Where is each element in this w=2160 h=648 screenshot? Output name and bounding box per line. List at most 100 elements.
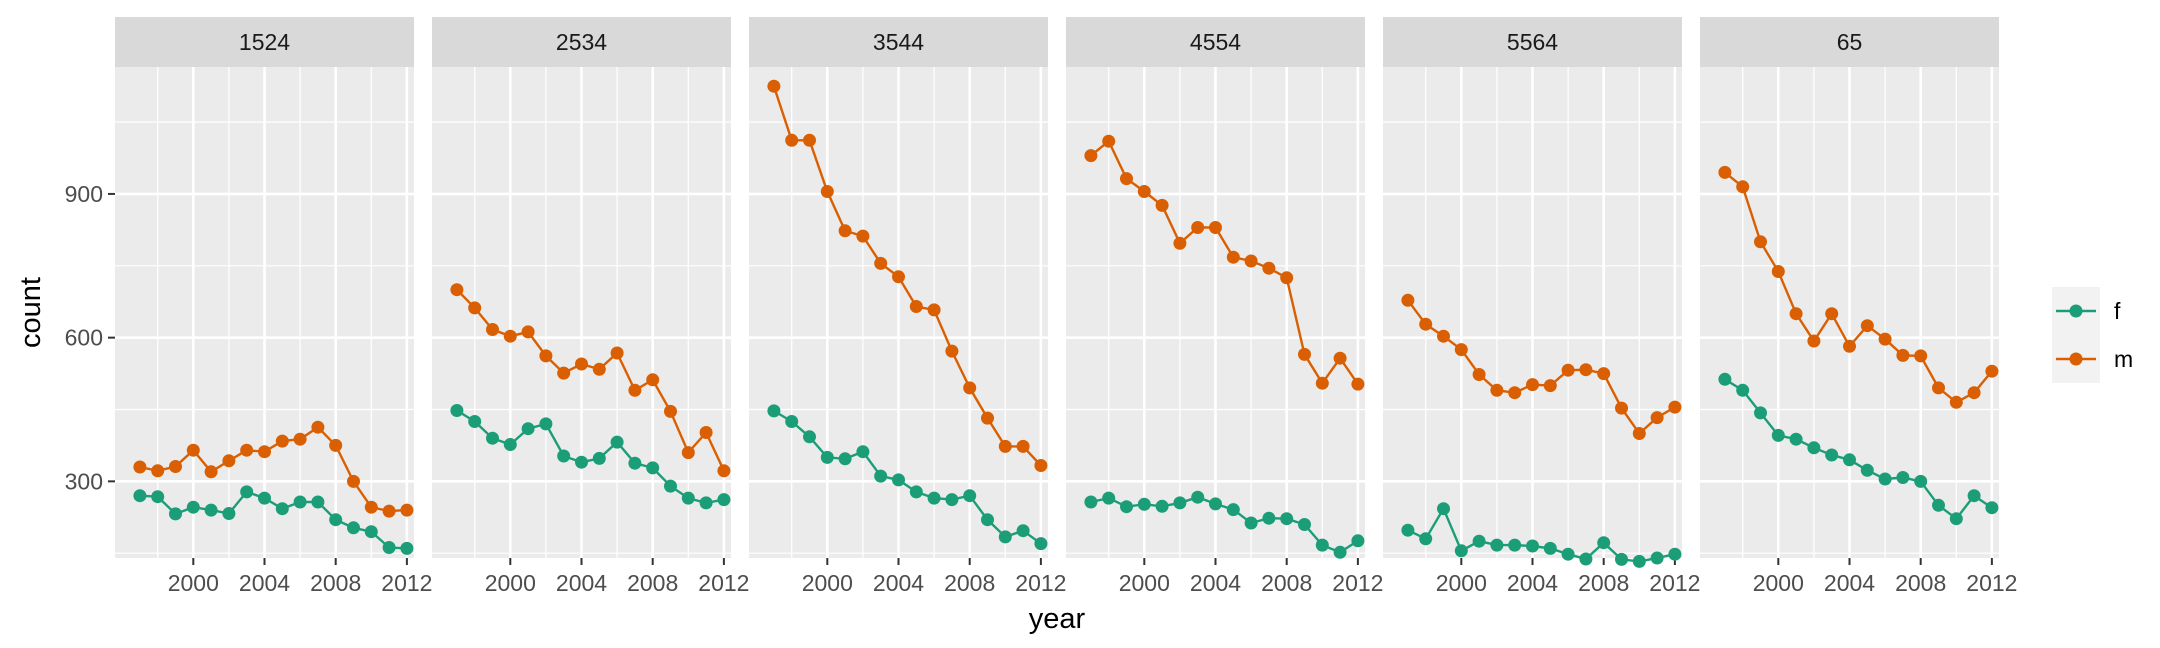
data-point-f	[1490, 538, 1504, 552]
data-point-f	[258, 491, 271, 505]
legend-key-point	[2069, 304, 2083, 318]
data-point-m	[382, 504, 396, 518]
legend-item-f: f	[2052, 287, 2121, 335]
facet-panel-65: 65 2000 2004 2008 2012	[1700, 17, 2017, 596]
y-tick-label: 300	[65, 468, 103, 494]
data-point-f	[1155, 499, 1169, 513]
x-tick-label: 2000	[1436, 570, 1487, 596]
data-point-m	[347, 474, 360, 488]
facet-panel-3544: 3544 2000 2004 2008 2012	[749, 17, 1066, 596]
y-axis-title: count	[15, 277, 47, 348]
data-point-m	[468, 301, 482, 315]
data-point-f	[1597, 536, 1611, 550]
data-point-f	[275, 502, 289, 516]
data-point-m	[856, 229, 870, 243]
data-point-f	[151, 490, 165, 504]
data-point-f	[681, 491, 695, 505]
data-point-m	[998, 439, 1012, 453]
data-point-m	[240, 443, 254, 457]
data-point-m	[1351, 377, 1365, 391]
y-tick-label: 600	[65, 325, 103, 351]
series-line-m	[1090, 139, 1359, 386]
data-point-m	[1914, 349, 1928, 363]
data-point-m	[610, 346, 624, 360]
data-point-f	[293, 495, 307, 509]
series-line-m	[1406, 299, 1676, 436]
data-point-f	[557, 449, 571, 463]
x-tick-label: 2008	[310, 570, 361, 596]
data-point-m	[450, 283, 464, 297]
data-point-m	[169, 460, 182, 473]
data-point-f	[856, 445, 870, 459]
data-point-m	[1034, 459, 1048, 472]
data-point-f	[1419, 532, 1433, 546]
data-point-f	[1333, 545, 1347, 559]
series-line-f	[1724, 378, 1993, 521]
data-point-m	[1878, 332, 1892, 346]
data-point-f	[1789, 432, 1803, 446]
series-line-m	[1724, 171, 1993, 404]
data-point-f	[874, 469, 888, 483]
series-line-m	[456, 288, 725, 472]
data-point-f	[1016, 524, 1030, 538]
data-point-f	[1771, 428, 1785, 442]
data-point-f	[1173, 496, 1187, 510]
data-point-f	[1650, 551, 1664, 565]
data-point-f	[186, 500, 200, 514]
data-point-m	[1454, 343, 1468, 357]
data-point-f	[838, 452, 852, 466]
facet-strip	[1700, 17, 1999, 67]
data-point-f	[222, 507, 236, 520]
data-point-f	[592, 451, 606, 465]
x-tick-label: 2012	[1332, 570, 1383, 596]
data-point-m	[945, 344, 959, 358]
data-point-f	[1084, 495, 1098, 509]
data-point-f	[1034, 537, 1048, 551]
data-point-m	[133, 460, 147, 474]
data-point-f	[1967, 489, 1981, 503]
data-point-f	[785, 415, 799, 428]
data-point-f	[1315, 538, 1329, 552]
x-tick-label: 2004	[1190, 570, 1241, 596]
facet-strip-label: 5564	[1507, 29, 1558, 55]
data-point-f	[1878, 472, 1892, 486]
data-point-m	[699, 426, 713, 439]
data-point-f	[1860, 463, 1874, 477]
data-point-m	[1632, 427, 1646, 440]
data-point-m	[785, 133, 799, 147]
data-point-f	[1262, 511, 1276, 525]
data-point-m	[521, 325, 535, 339]
data-point-m	[838, 224, 852, 238]
data-point-f	[628, 456, 642, 470]
data-point-m	[1280, 271, 1294, 285]
data-point-f	[1543, 541, 1557, 555]
data-point-f	[1949, 512, 1963, 526]
data-point-f	[1472, 534, 1486, 548]
x-tick-label: 2012	[1015, 570, 1066, 596]
facet-panels: 1524 2000 2004 2008 2012 2534 2000 2004 2008 2012…	[65, 17, 2017, 596]
data-point-f	[311, 495, 325, 509]
data-point-m	[927, 303, 941, 317]
data-point-m	[664, 404, 677, 418]
data-point-f	[204, 503, 218, 517]
data-point-m	[767, 79, 781, 93]
x-tick-label: 2000	[802, 570, 853, 596]
data-point-m	[364, 500, 378, 514]
data-point-m	[1472, 368, 1486, 381]
data-point-m	[963, 381, 977, 395]
data-point-m	[258, 445, 271, 459]
series-line-f	[1407, 506, 1676, 563]
data-point-f	[981, 513, 994, 527]
data-point-f	[1668, 547, 1682, 561]
data-point-f	[347, 521, 360, 535]
data-point-m	[222, 454, 236, 468]
data-point-m	[681, 446, 695, 460]
data-point-f	[892, 473, 905, 487]
data-point-f	[1914, 474, 1928, 488]
data-point-f	[963, 489, 977, 503]
data-point-m	[1561, 363, 1575, 377]
data-point-f	[382, 541, 396, 554]
data-point-m	[1244, 254, 1258, 268]
data-point-f	[1579, 552, 1593, 566]
